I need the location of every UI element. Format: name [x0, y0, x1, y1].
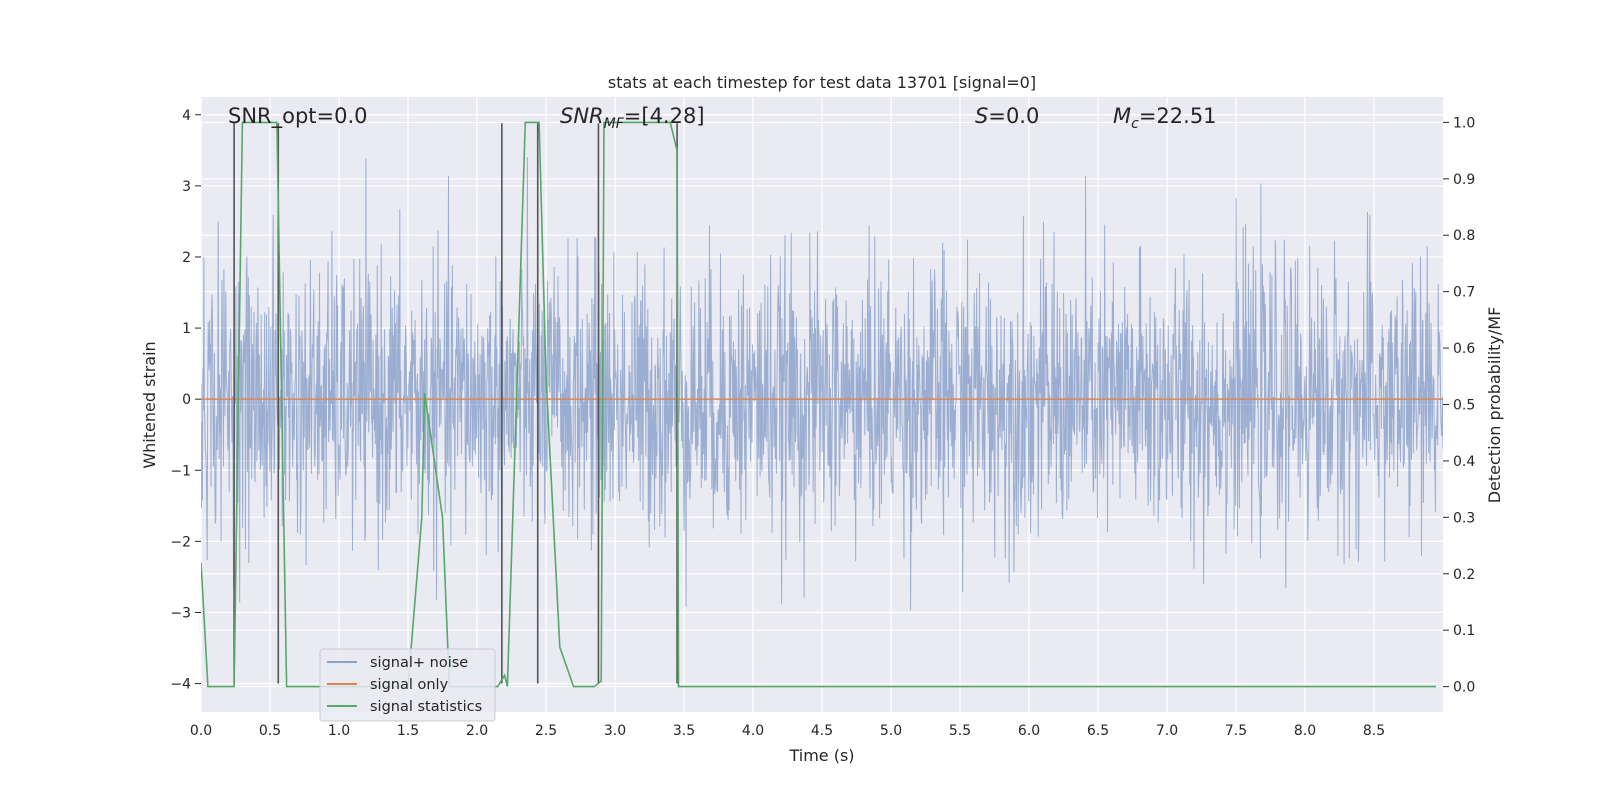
x-tick-label: 3.0 — [604, 723, 626, 739]
y-tick-label-left: 1 — [182, 321, 191, 337]
x-tick-label: 0.5 — [259, 723, 281, 739]
annotation-mc: Mc=22.51 — [1113, 104, 1217, 132]
x-tick-label: 2.5 — [535, 723, 557, 739]
y-tick-label-left: 4 — [182, 108, 191, 124]
annotation-s: S=0.0 — [975, 104, 1039, 128]
y-tick-label-left: 2 — [182, 250, 191, 266]
x-tick-label: 6.0 — [1018, 723, 1040, 739]
y-tick-label-right: 0.8 — [1453, 228, 1475, 244]
y-ticks-right: 1.0 0.9 0.8 0.7 0.6 0.5 0.4 0.3 0.2 0.1 0.0 — [1443, 115, 1475, 696]
y-tick-label-right: 0.7 — [1453, 285, 1475, 301]
annotation-s-value: =0.0 — [988, 104, 1039, 128]
y-axis-label: Whitened strain — [140, 341, 159, 468]
y-tick-label-right: 0.4 — [1453, 454, 1475, 470]
y-tick-label-right: 0.5 — [1453, 398, 1475, 414]
y-ticks-left: 4 3 2 1 0 −1 −2 −3 −4 — [170, 108, 201, 693]
series-signal-noise — [201, 157, 1443, 611]
x-tick-label: 3.5 — [673, 723, 695, 739]
x-ticks: 0.0 0.5 1.0 1.5 2.0 2.5 3.0 3.5 4.0 4.5 5.0 5.5 6.0 6… — [190, 723, 1385, 739]
x-tick-label: 4.5 — [811, 723, 833, 739]
x-tick-label: 1.5 — [397, 723, 419, 739]
legend: signal+ noise signal only signal statist… — [319, 648, 496, 722]
x-tick-label: 0.0 — [190, 723, 212, 739]
y-tick-label-left: −1 — [170, 463, 191, 479]
x-tick-label: 6.5 — [1087, 723, 1109, 739]
annotation-snr-mf-subscript: MF — [604, 116, 625, 132]
annotation-snr-mf-value: =[4.28] — [624, 104, 705, 128]
x-tick-label: 1.0 — [328, 723, 350, 739]
y-tick-label-right: 0.3 — [1453, 510, 1475, 526]
annotation-snr-mf: SNRMF=[4.28] — [560, 104, 705, 132]
annotation-mc-value: =22.51 — [1139, 104, 1217, 128]
x-tick-label: 7.0 — [1156, 723, 1178, 739]
y-tick-label-right: 0.6 — [1453, 341, 1475, 357]
x-axis-label: Time (s) — [788, 746, 854, 765]
x-tick-label: 5.5 — [949, 723, 971, 739]
y-tick-label-left: −2 — [170, 534, 191, 550]
legend-label-signal-only: signal only — [370, 677, 449, 693]
y-tick-label-right: 0.9 — [1453, 172, 1475, 188]
annotation-s-symbol: S — [975, 104, 988, 128]
y-tick-label-left: 0 — [182, 392, 191, 408]
y-axis-label-right: Detection probability/MF — [1485, 307, 1504, 504]
legend-box — [319, 648, 496, 722]
chart-title: stats at each timestep for test data 137… — [608, 73, 1036, 92]
annotation-snr-mf-symbol: SNR — [560, 104, 604, 128]
x-tick-label: 8.5 — [1363, 723, 1385, 739]
annotation-mc-subscript: c — [1131, 116, 1139, 132]
y-tick-label-left: −4 — [170, 677, 191, 693]
legend-label-signal-statistics: signal statistics — [370, 699, 482, 715]
x-tick-label: 4.0 — [742, 723, 764, 739]
legend-label-signal-noise: signal+ noise — [370, 655, 468, 671]
y-tick-label-right: 0.0 — [1453, 680, 1475, 696]
annotation-mc-symbol: M — [1113, 104, 1131, 128]
y-tick-label-right: 1.0 — [1453, 115, 1475, 131]
y-tick-label-right: 0.2 — [1453, 567, 1475, 583]
grid-y — [201, 114, 1443, 685]
x-tick-label: 8.0 — [1294, 723, 1316, 739]
y-tick-label-left: 3 — [182, 179, 191, 195]
annotation-snr-opt: SNR_opt=0.0 — [228, 104, 368, 129]
y-tick-label-right: 0.1 — [1453, 623, 1475, 639]
x-tick-label: 5.0 — [880, 723, 902, 739]
x-tick-label: 7.5 — [1225, 723, 1247, 739]
x-tick-label: 2.0 — [466, 723, 488, 739]
y-tick-label-left: −3 — [170, 605, 191, 621]
